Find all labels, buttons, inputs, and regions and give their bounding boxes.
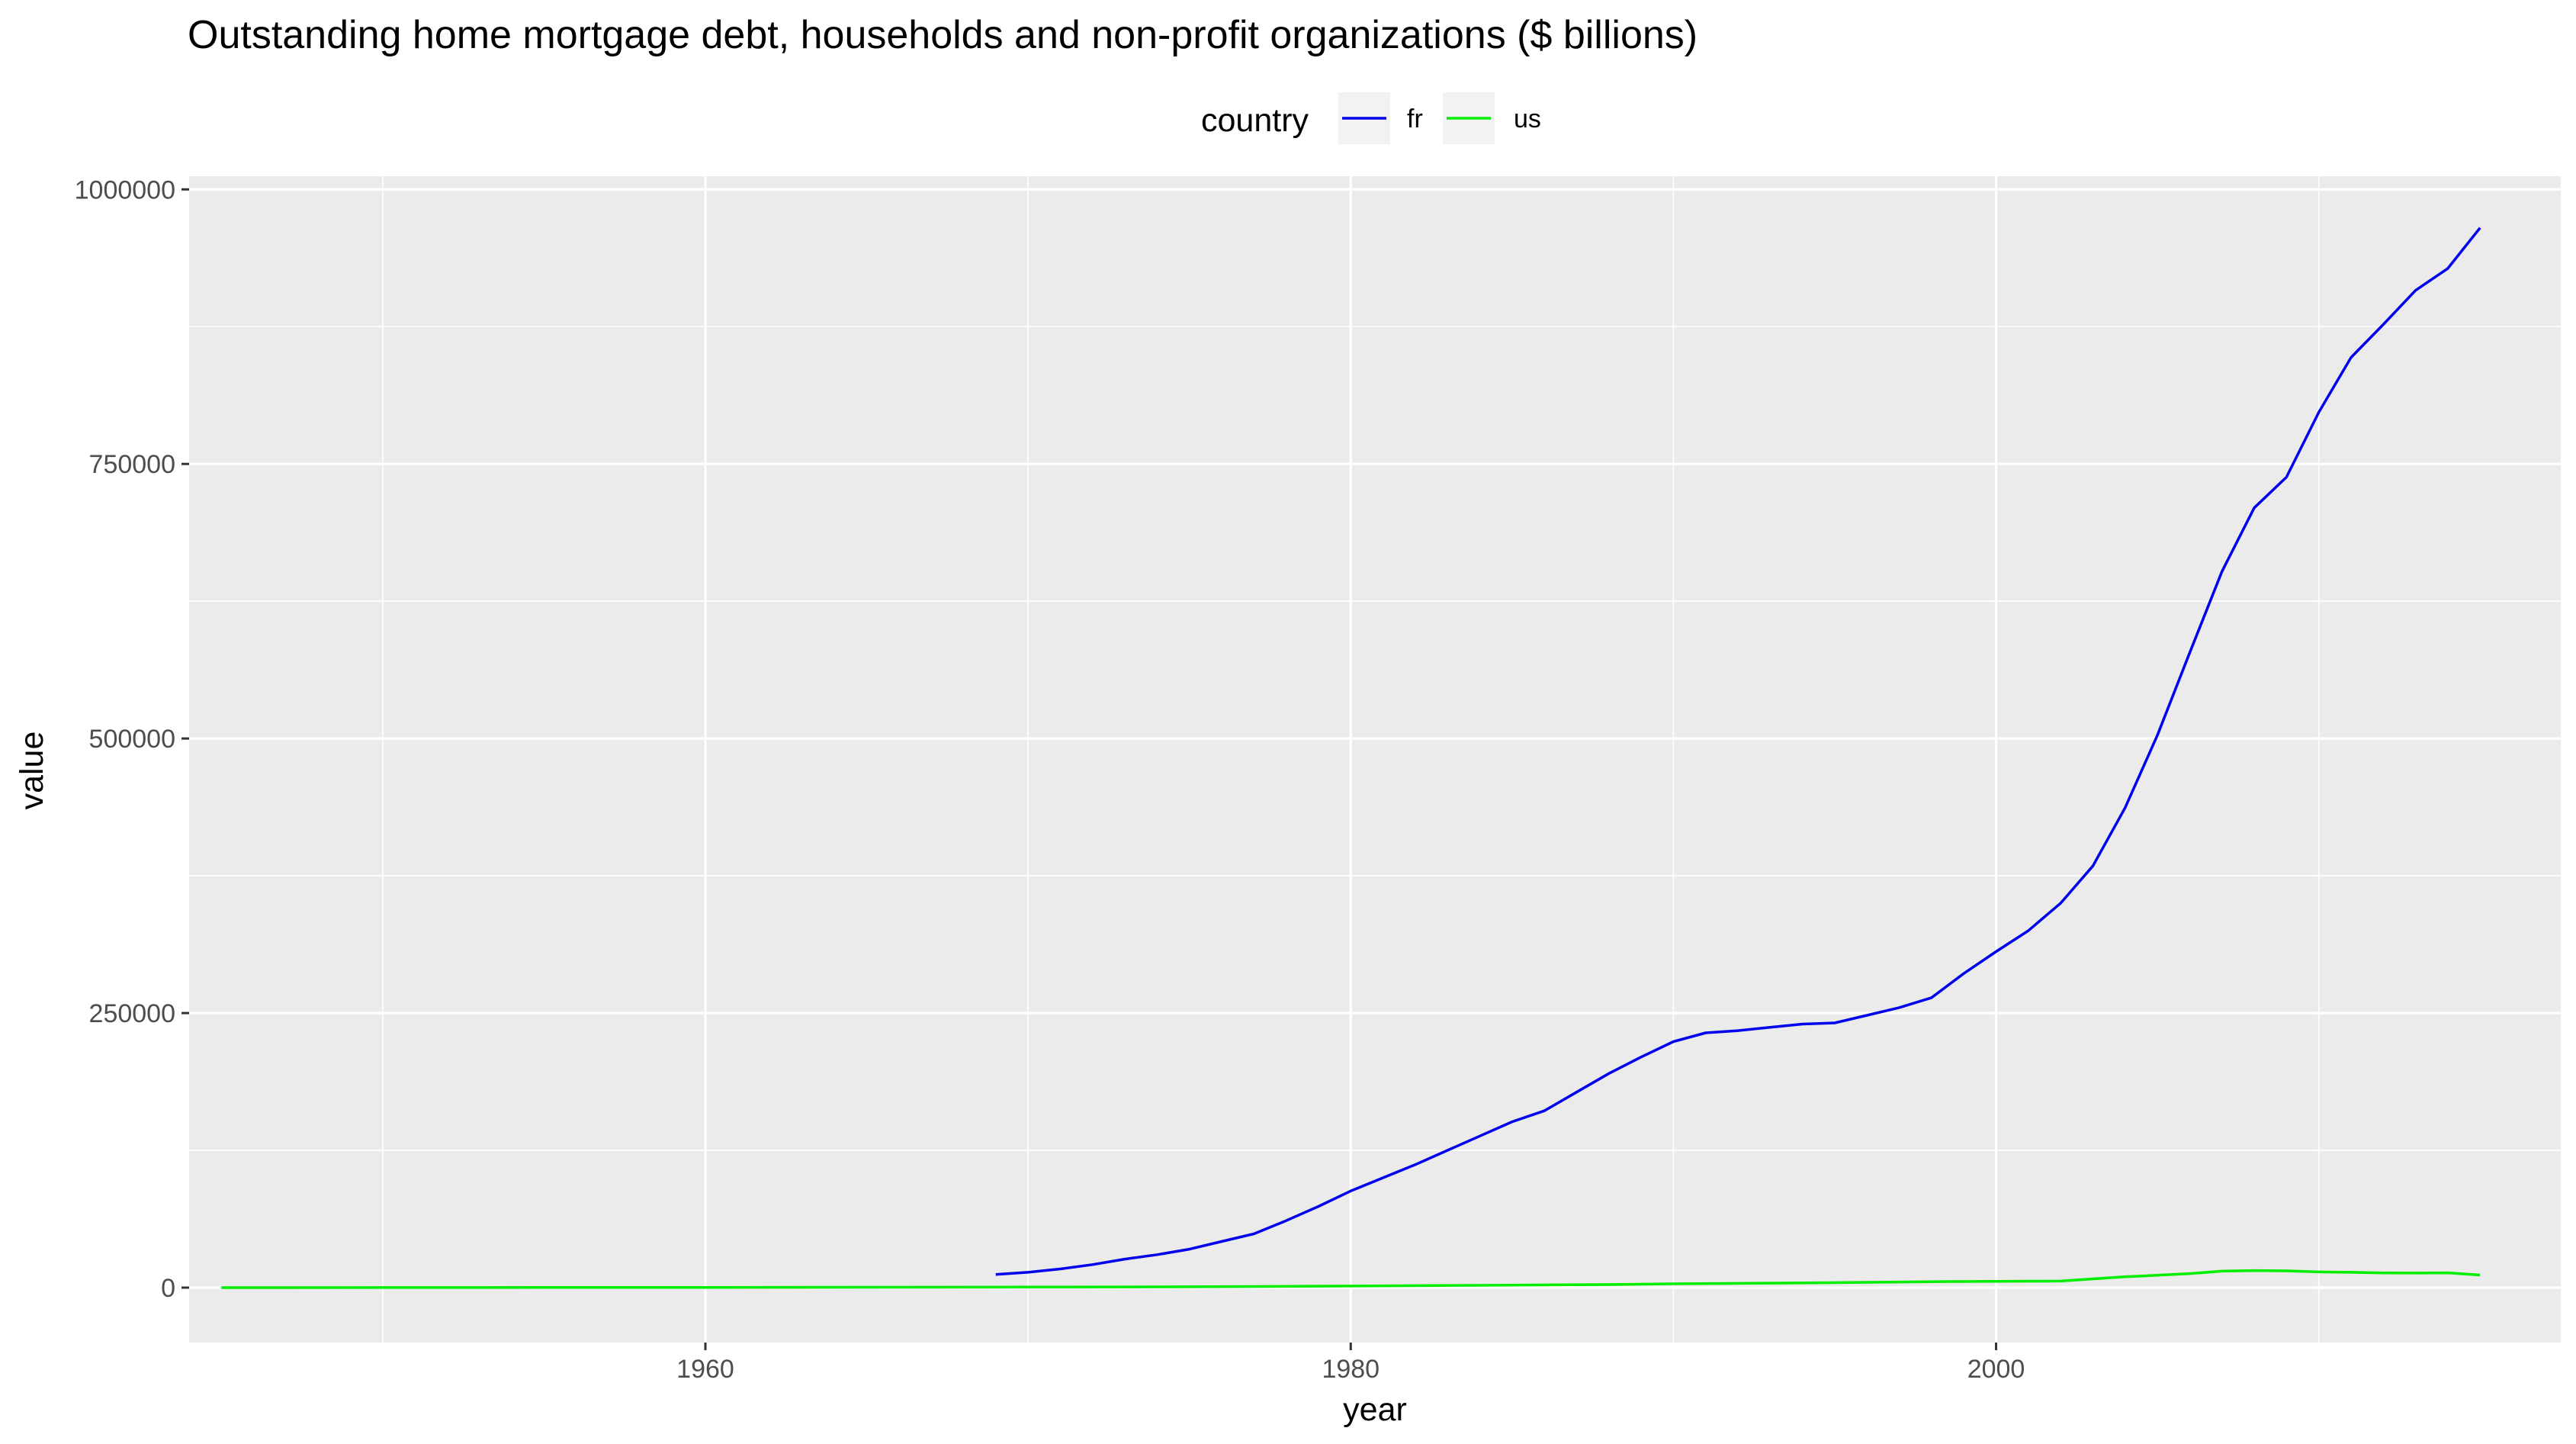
x-axis: 1960 1980 2000: [676, 1343, 2025, 1384]
legend-label-fr: fr: [1407, 105, 1423, 133]
y-tick-label: 1000000: [75, 175, 175, 204]
y-tick-label: 0: [161, 1274, 175, 1303]
y-axis-title: value: [14, 732, 50, 810]
chart-title: Outstanding home mortgage debt, househol…: [188, 13, 1698, 57]
series-line-us: [221, 1269, 2481, 1289]
series-line-fr: [995, 227, 2481, 1276]
y-axis: 0 250000 500000 750000 1000000: [75, 175, 189, 1303]
y-tick-label: 250000: [89, 999, 175, 1028]
legend-label-us: us: [1514, 105, 1541, 133]
legend-title: country: [1201, 102, 1309, 139]
major-gridlines: [189, 176, 2561, 1343]
plot-panel: [189, 176, 2561, 1343]
x-tick-label: 2000: [1967, 1355, 2025, 1384]
y-tick-label: 500000: [89, 725, 175, 754]
x-tick-label: 1980: [1322, 1355, 1380, 1384]
minor-gridlines: [189, 176, 2561, 1343]
series-layer: [221, 227, 2481, 1289]
x-axis-title: year: [1343, 1391, 1407, 1428]
y-tick-label: 750000: [89, 450, 175, 479]
x-tick-label: 1960: [676, 1355, 734, 1384]
legend: country fr us: [1201, 92, 1541, 144]
